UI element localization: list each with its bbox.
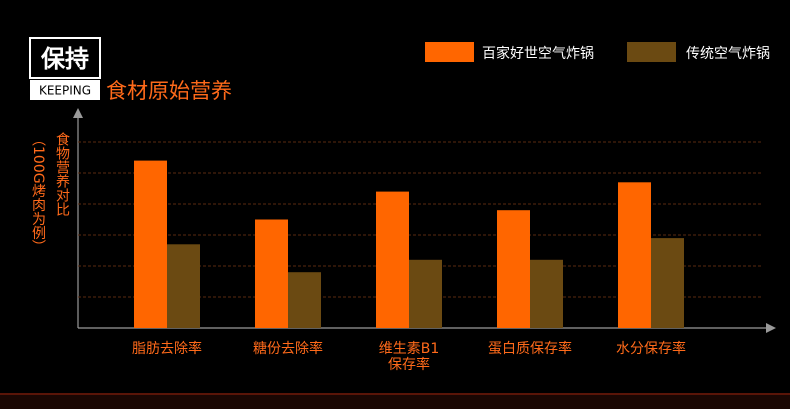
- logo-bottom: KEEPING: [39, 84, 91, 98]
- bar: [255, 219, 288, 328]
- logo-box: [29, 37, 101, 79]
- y-arrow: [73, 108, 83, 118]
- bottom-strip: [0, 394, 790, 409]
- bar: [618, 182, 651, 328]
- bar: [651, 238, 684, 328]
- bar: [530, 259, 563, 328]
- logo-top: 保持: [40, 45, 89, 73]
- x-tick-label: 蛋白质保存率: [488, 341, 572, 357]
- bar: [288, 272, 321, 328]
- legend-swatch: [627, 42, 676, 62]
- bar: [497, 210, 530, 328]
- x-tick-label: 糖份去除率: [253, 341, 323, 357]
- x-tick-label: 水分保存率: [616, 341, 686, 357]
- x-arrow: [766, 323, 776, 333]
- chart-title: 食材原始营养: [106, 79, 232, 103]
- bar: [134, 160, 167, 328]
- bar: [167, 244, 200, 328]
- y-note: （100G烤肉为例）: [30, 132, 46, 254]
- legend-swatch: [425, 42, 474, 62]
- legend-label: 传统空气炸锅: [686, 46, 770, 62]
- logo-bar: [30, 80, 100, 100]
- x-tick-label: 维生素B1 保存率: [378, 341, 440, 373]
- bar: [376, 191, 409, 328]
- y-label: 食物营养对比: [54, 132, 70, 216]
- bar: [409, 259, 442, 328]
- x-tick-label: 脂肪去除率: [132, 341, 202, 357]
- legend-label: 百家好世空气炸锅: [482, 46, 594, 62]
